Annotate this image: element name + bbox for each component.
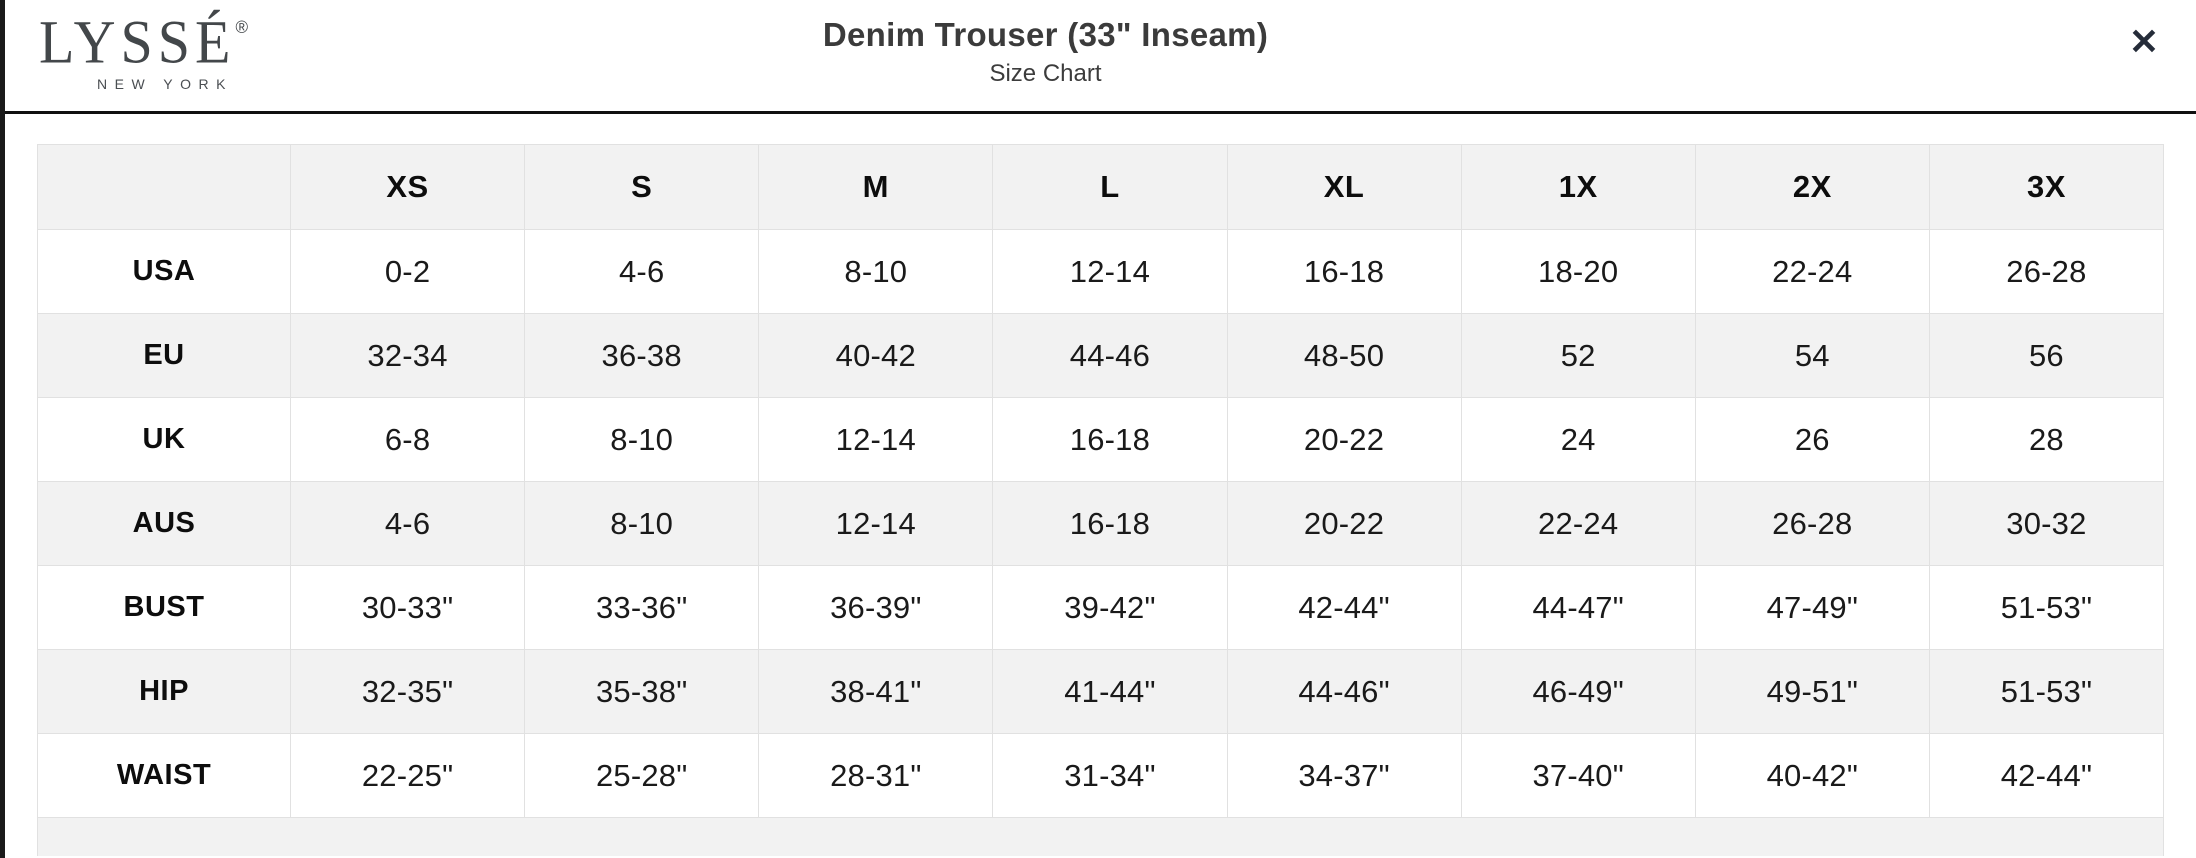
size-cell: 44-47" [1460,565,1696,650]
size-cell: 42-44" [1226,565,1462,650]
size-cell: 8-10 [524,397,760,482]
col-header-1x: 1X [1460,144,1696,230]
size-cell: 36-39" [758,565,994,650]
size-cell: 34-37" [1226,733,1462,818]
row-label-eu: EU [37,313,291,398]
title-block: Denim Trouser (33" Inseam) Size Chart [5,16,2086,88]
table-row-uk: UK 6-8 8-10 12-14 16-18 20-22 24 26 28 [37,397,2165,482]
size-cell: 8-10 [758,229,994,314]
size-table-head: XS S M L XL 1X 2X 3X [37,144,2165,230]
size-cell: 49-51" [1694,649,1930,734]
brand-logo: LYSSÉ® NEW YORK [39,11,248,92]
modal-header: LYSSÉ® NEW YORK Denim Trouser (33" Insea… [5,0,2196,114]
row-label-bust: BUST [37,565,291,650]
table-row-waist: WAIST 22-25" 25-28" 28-31" 31-34" 34-37" 37-40… [37,733,2165,818]
size-cell: 40-42" [1694,733,1930,818]
size-cell: 30-33" [289,565,526,650]
col-header-3x: 3X [1928,144,2165,230]
size-cell: 22-24 [1694,229,1930,314]
size-cell: 26-28 [1694,481,1930,566]
size-cell: 32-35" [289,649,526,734]
size-cell: 25-28" [524,733,760,818]
size-cell: 35-38" [524,649,760,734]
size-cell: 54 [1694,313,1930,398]
size-cell: 52 [1460,313,1696,398]
row-label-hip: HIP [37,649,291,734]
size-cell: 28 [1928,397,2165,482]
table-row-aus: AUS 4-6 8-10 12-14 16-18 20-22 22-24 26-28 30-32 [37,481,2165,566]
size-cell: 37-40" [1460,733,1696,818]
size-cell: 36-38 [524,313,760,398]
size-cell: 8-10 [524,481,760,566]
size-cell: 47-49" [1694,565,1930,650]
row-label-aus: AUS [37,481,291,566]
table-row-hip: HIP 32-35" 35-38" 38-41" 41-44" 44-46" 46-49" 4… [37,649,2165,734]
table-row-bust: BUST 30-33" 33-36" 36-39" 39-42" 42-44" 44-47"… [37,565,2165,650]
size-cell: 26-28 [1928,229,2165,314]
size-cell: 46-49" [1460,649,1696,734]
size-cell: 51-53" [1928,649,2165,734]
size-cell: 30-32 [1928,481,2165,566]
col-header-l: L [992,144,1228,230]
row-label-usa: USA [37,229,291,314]
size-cell: 44-46 [992,313,1228,398]
size-table-body: USA 0-2 4-6 8-10 12-14 16-18 18-20 22-24 26-28 EU… [37,229,2165,818]
size-cell: 16-18 [992,397,1228,482]
row-label-uk: UK [37,397,291,482]
size-cell: 0-2 [289,229,526,314]
registered-mark: ® [235,17,248,38]
size-cell: 24 [1460,397,1696,482]
size-cell: 44-46" [1226,649,1462,734]
size-cell: 51-53" [1928,565,2165,650]
col-header-m: M [758,144,994,230]
size-cell: 41-44" [992,649,1228,734]
size-cell: 33-36" [524,565,760,650]
page-subtitle: Size Chart [989,60,1102,87]
size-cell: 40-42 [758,313,994,398]
corner-cell [37,144,291,230]
col-header-2x: 2X [1694,144,1930,230]
size-cell: 4-6 [289,481,526,566]
size-cell: 28-31" [758,733,994,818]
size-cell: 6-8 [289,397,526,482]
partial-row [37,818,2164,856]
size-table-container: XS S M L XL 1X 2X 3X USA 0-2 4-6 8-10 12-14 16-18 18-… [37,144,2165,818]
size-cell: 16-18 [992,481,1228,566]
col-header-xs: XS [289,144,526,230]
row-label-waist: WAIST [37,733,291,818]
table-row-eu: EU 32-34 36-38 40-42 44-46 48-50 52 54 56 [37,313,2165,398]
size-cell: 12-14 [758,397,994,482]
size-cell: 39-42" [992,565,1228,650]
size-cell: 12-14 [992,229,1228,314]
size-cell: 18-20 [1460,229,1696,314]
size-cell: 16-18 [1226,229,1462,314]
size-cell: 31-34" [992,733,1228,818]
col-header-xl: XL [1226,144,1462,230]
col-header-s: S [524,144,760,230]
size-cell: 48-50 [1226,313,1462,398]
size-cell: 12-14 [758,481,994,566]
page-title: Denim Trouser (33" Inseam) [822,16,1269,53]
size-cell: 4-6 [524,229,760,314]
size-cell: 20-22 [1226,481,1462,566]
brand-text: LYSSÉ [39,7,236,77]
size-cell: 42-44" [1928,733,2165,818]
brand-subtitle: NEW YORK [97,76,233,92]
table-row-usa: USA 0-2 4-6 8-10 12-14 16-18 18-20 22-24 26-28 [37,229,2165,314]
size-cell: 20-22 [1226,397,1462,482]
size-cell: 32-34 [289,313,526,398]
size-cell: 38-41" [758,649,994,734]
header-row: XS S M L XL 1X 2X 3X [37,144,2165,230]
size-cell: 22-24 [1460,481,1696,566]
brand-name: LYSSÉ® [39,11,248,73]
size-table: XS S M L XL 1X 2X 3X USA 0-2 4-6 8-10 12-14 16-18 18-… [37,144,2165,818]
size-cell: 22-25" [289,733,526,818]
size-cell: 56 [1928,313,2165,398]
close-icon[interactable]: ✕ [2120,18,2168,66]
size-cell: 26 [1694,397,1930,482]
